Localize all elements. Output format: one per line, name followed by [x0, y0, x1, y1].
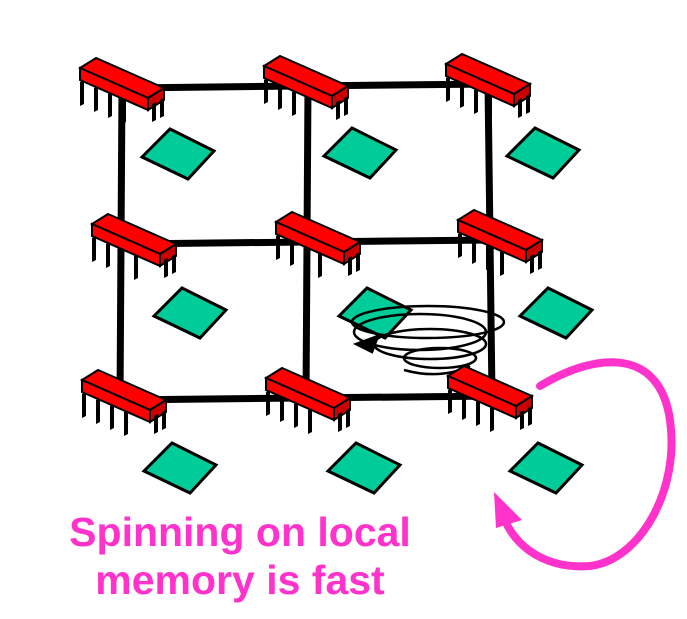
caption-line-2: memory is fast [95, 557, 385, 603]
processor-chip [91, 213, 177, 281]
memory-module [152, 286, 228, 340]
processor-chip [79, 57, 165, 125]
memory-module [322, 126, 398, 180]
memory-module [140, 127, 216, 181]
memory-module [505, 126, 581, 180]
memory-module [508, 441, 584, 495]
memory-module [326, 441, 402, 495]
memory-module [142, 441, 218, 495]
processor-chip [81, 369, 167, 437]
spinning-scribble [350, 304, 506, 376]
memory-module [518, 286, 594, 340]
caption: Spinning on local memory is fast [40, 508, 440, 604]
curved-arrow-icon [494, 358, 676, 571]
caption-line-1: Spinning on local [69, 509, 411, 555]
